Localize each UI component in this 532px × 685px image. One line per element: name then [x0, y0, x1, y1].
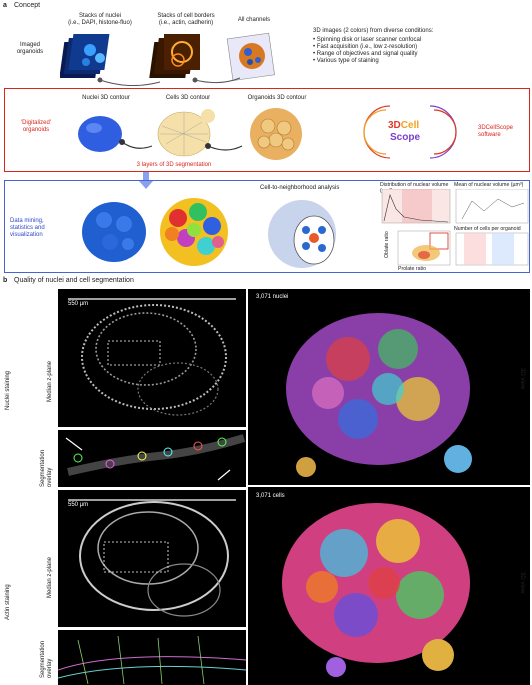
neighborhood-organoid	[268, 200, 336, 268]
actin-median-z-image	[58, 490, 246, 627]
mini-chart2-title: Mean of nuclear volume (µm³)	[454, 182, 524, 188]
blue-organoid	[82, 202, 146, 262]
software-logo	[363, 105, 457, 159]
neighborhood-label: Cell-to-neighborhood analysis	[260, 185, 340, 191]
imaged-stacks-illustration	[60, 32, 275, 86]
logo-scope: Scope	[390, 132, 421, 143]
mini-scatter	[397, 230, 451, 266]
count-nuclei-label: 3,071 nuclei	[256, 294, 289, 300]
condition-item: Range of objectives and signal quality	[313, 51, 528, 58]
nuclei-median-z-image	[58, 289, 246, 427]
all-channels-stack-image	[226, 32, 275, 81]
mini-chart3-title: Number of cells per organoid	[454, 226, 521, 232]
logo-cell: Cell	[400, 120, 420, 131]
analysis-illustrations	[82, 198, 336, 268]
nuclei-contour-blob	[78, 116, 122, 152]
mini-charts	[381, 189, 529, 266]
scale-bar-bottom: 550 µm	[68, 502, 89, 508]
scale-bar-top: 550 µm	[68, 301, 89, 307]
nuclei-3d-view-image	[248, 289, 530, 485]
mini-scatter-x: Prolate ratio	[398, 266, 426, 272]
software-label: 3DCellScope software	[478, 125, 514, 138]
analysis-box	[4, 180, 530, 273]
count-cells-label: 3,071 cells	[256, 493, 285, 499]
contour-illustrations	[78, 108, 302, 160]
median-z-label-2: Median z-plane	[47, 556, 53, 598]
three-layers-label: 3 layers of 3D segmentation	[136, 162, 212, 168]
panel-a-title: Concept	[14, 2, 41, 9]
mini-histogram	[381, 189, 451, 224]
cells-3d-view-image	[248, 487, 530, 685]
mini-scatter-y: Oblate ratio	[384, 231, 390, 258]
condition-item: Spinning disk or laser scanner confocal	[313, 37, 528, 44]
imaged-organoids-label: Imaged organoids	[16, 42, 44, 55]
digitalized-organoids-label: 'Digitalized' organoids	[21, 120, 51, 133]
organoid-contour-ball	[250, 108, 302, 160]
cells-contour-mesh	[157, 109, 215, 157]
panel-a-letter: a	[3, 2, 7, 9]
logo-3d: 3D	[388, 120, 401, 131]
multicolor-organoid	[160, 198, 228, 266]
all-channels-label: All channels	[237, 17, 271, 23]
data-mining-label: Data mining, statistics and visualizatio…	[10, 218, 45, 238]
logo-text-line1: 3DCell	[388, 120, 419, 131]
panel-b-letter: b	[3, 277, 8, 284]
cells-contour-label: Cells 3D contour	[165, 95, 211, 101]
stack-borders-label: Stacks of cell borders (i.e., actin, cad…	[157, 13, 215, 26]
panel-b-title: Quality of nuclei and cell segmentation	[14, 277, 134, 284]
nuclei-seg-overlay-image	[58, 430, 246, 487]
condition-item: Fast acquisition (i.e., low z-resolution…	[313, 44, 528, 51]
segmentation-box	[4, 88, 530, 172]
median-z-label-1: Median z-plane	[47, 360, 53, 402]
borders-stack-image	[149, 34, 200, 78]
mini-count-chart	[455, 232, 529, 266]
nuclei-contour-label: Nuclei 3D contour	[82, 95, 130, 101]
seg-overlay-label-2: Segmentation overlay	[40, 640, 53, 678]
actin-staining-label: Actin staining	[5, 584, 11, 620]
view-3d-label-1: 3D view	[519, 368, 525, 390]
actin-seg-overlay-image	[58, 630, 246, 685]
view-3d-label-2: 3D view	[519, 572, 525, 594]
mini-line-chart	[455, 189, 529, 224]
nuclei-staining-label: Nuclei staining	[5, 370, 11, 410]
seg-overlay-label-1: Segmentation overlay	[40, 449, 53, 487]
condition-item: Various type of staining	[313, 58, 528, 65]
conditions-title: 3D images (2 colors) from diverse condit…	[313, 28, 434, 34]
conditions-list: Spinning disk or laser scanner confocal …	[313, 37, 528, 65]
organoids-contour-label: Organoids 3D contour	[247, 95, 307, 101]
stack-nuclei-label: Stacks of nuclei (i.e., DAPI, histone-fl…	[68, 13, 132, 26]
nuclei-stack-image	[60, 34, 110, 78]
